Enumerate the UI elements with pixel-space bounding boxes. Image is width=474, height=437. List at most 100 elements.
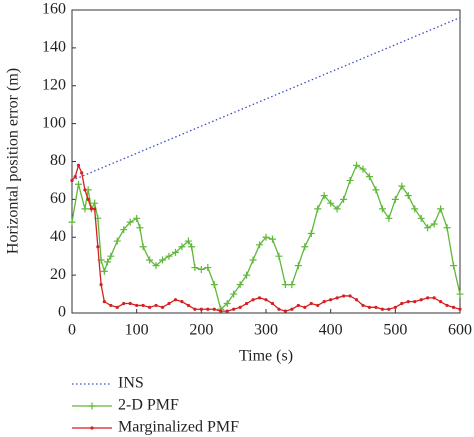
x-tick-label: 400 (319, 322, 343, 339)
marker (374, 305, 378, 309)
y-tick-label: 80 (50, 152, 66, 169)
marker (270, 301, 275, 306)
marker (450, 262, 458, 270)
marker (439, 300, 443, 304)
marker (417, 214, 425, 222)
marker (424, 224, 432, 232)
marker (197, 265, 205, 273)
marker (212, 307, 216, 311)
marker (413, 300, 417, 304)
marker (432, 296, 436, 300)
marker (437, 205, 445, 213)
marker (335, 296, 339, 300)
marker (99, 282, 103, 287)
marker (333, 205, 341, 213)
y-tick-label: 40 (50, 228, 66, 245)
marker (268, 235, 276, 243)
marker (86, 197, 90, 201)
marker (109, 303, 113, 308)
marker (443, 224, 451, 232)
marker (88, 402, 96, 410)
x-tick-label: 100 (125, 322, 149, 339)
marker (353, 161, 361, 169)
marker (230, 290, 238, 298)
marker (385, 214, 393, 222)
legend-label: Marginalized PMF (118, 419, 239, 436)
marker (173, 298, 178, 302)
marker (348, 294, 352, 298)
marker (236, 281, 244, 289)
marker (245, 301, 249, 306)
marker (191, 264, 199, 272)
y-tick-label: 100 (42, 114, 66, 131)
marker (120, 226, 128, 234)
marker (141, 303, 145, 308)
marker (342, 294, 346, 298)
marker (398, 182, 406, 190)
y-tick-label: 60 (50, 190, 66, 207)
marker (329, 298, 333, 302)
marker (404, 192, 412, 200)
marker (264, 298, 268, 302)
marker (102, 300, 106, 304)
marker (225, 309, 229, 313)
marker (391, 195, 399, 203)
marker (167, 301, 171, 306)
marker (139, 243, 147, 251)
marker (380, 307, 384, 311)
marker (223, 300, 231, 308)
marker (154, 303, 158, 308)
marker (296, 303, 300, 308)
marker (238, 305, 242, 309)
x-tick-label: 600 (448, 322, 472, 339)
marker (451, 305, 456, 309)
marker (314, 205, 322, 213)
marker (91, 199, 99, 207)
marker (76, 163, 81, 167)
marker (290, 307, 294, 311)
marker (316, 303, 320, 308)
marker (456, 290, 464, 298)
marker (146, 256, 154, 264)
marker (210, 281, 218, 289)
marker (303, 305, 307, 309)
marker (232, 307, 236, 311)
marker (136, 224, 144, 232)
marker (199, 307, 203, 311)
marker (406, 300, 410, 304)
legend-label: 2-D PMF (118, 397, 179, 414)
marker (387, 307, 391, 311)
marker (171, 248, 179, 256)
marker (365, 173, 373, 181)
marker (81, 205, 89, 213)
marker (74, 180, 82, 188)
plot-frame (71, 9, 461, 314)
x-axis-label: Time (s) (239, 348, 293, 365)
marker (249, 256, 257, 264)
marker (288, 281, 296, 289)
marker (159, 256, 167, 264)
y-tick-label: 120 (42, 76, 66, 93)
marker (400, 301, 404, 306)
marker (219, 309, 223, 313)
marker (90, 426, 94, 430)
x-tick-label: 0 (68, 322, 76, 339)
marker (307, 229, 315, 237)
marker (256, 241, 264, 249)
marker (277, 307, 281, 311)
marker (165, 252, 173, 260)
marker (275, 252, 283, 260)
x-tick-label: 200 (189, 322, 213, 339)
marker (186, 303, 190, 308)
marker (372, 186, 380, 194)
marker (160, 305, 165, 309)
marker (93, 207, 97, 211)
marker (445, 303, 449, 308)
marker (113, 237, 121, 245)
marker (378, 205, 386, 213)
marker (135, 303, 139, 308)
y-tick-label: 160 (42, 1, 66, 18)
marker (393, 305, 397, 309)
marker (426, 296, 430, 300)
